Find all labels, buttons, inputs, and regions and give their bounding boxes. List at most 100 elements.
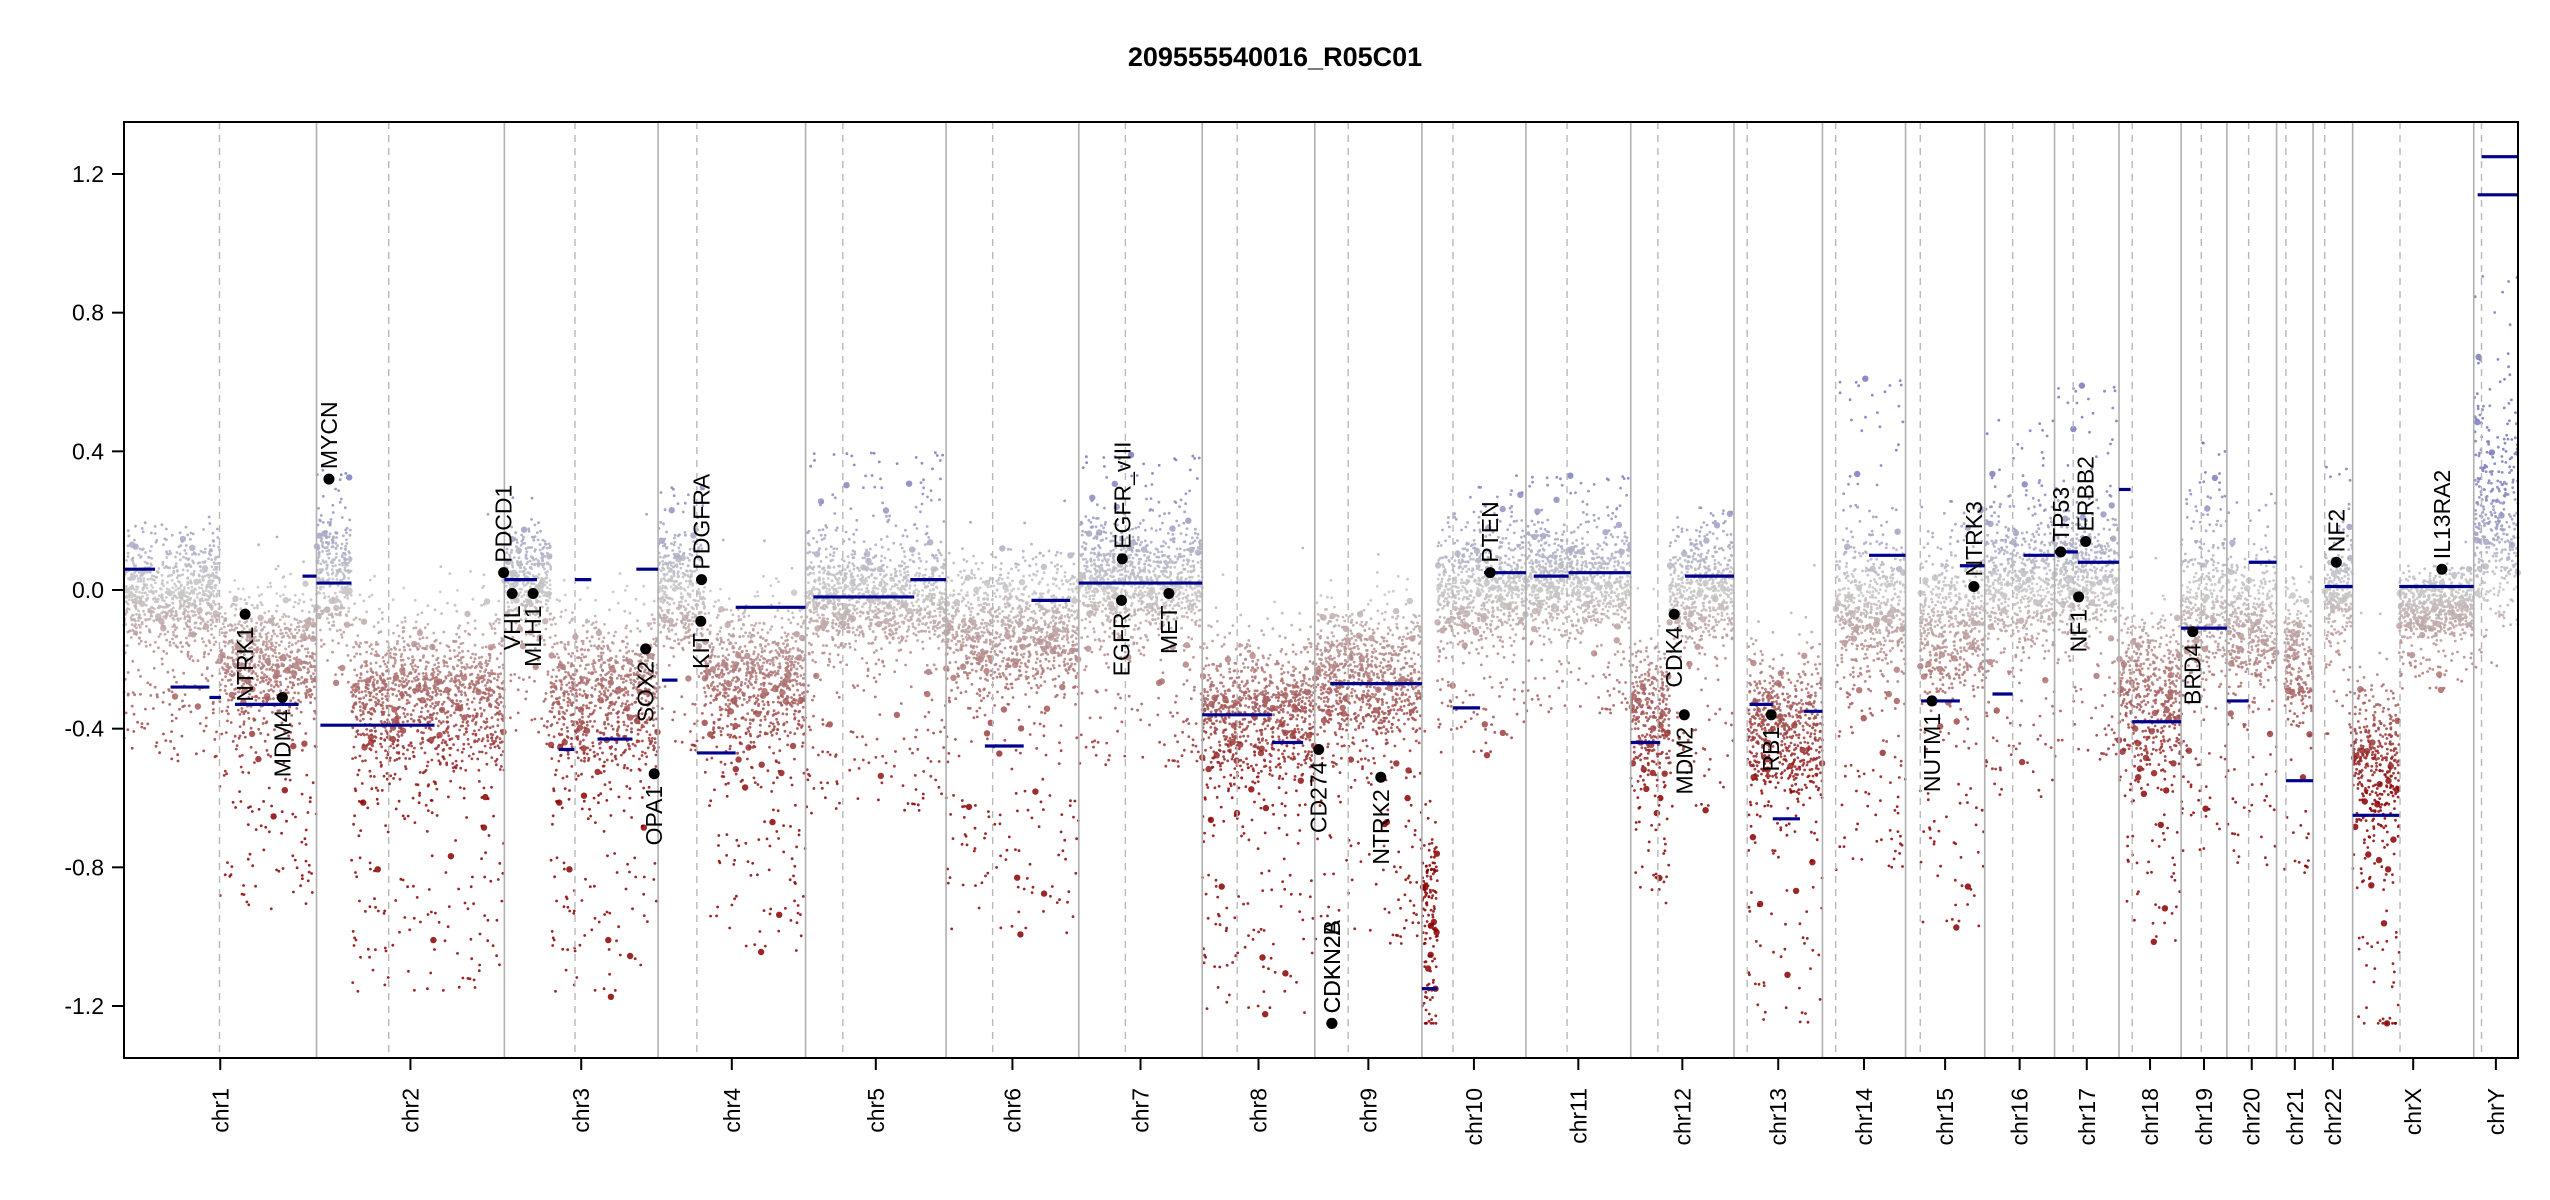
data-point — [169, 615, 172, 618]
data-point — [611, 701, 614, 704]
data-point — [652, 654, 655, 657]
data-point — [331, 651, 334, 654]
data-point — [313, 718, 316, 721]
data-point — [217, 546, 220, 549]
data-point — [321, 550, 324, 553]
data-point — [383, 775, 386, 778]
data-point — [375, 787, 378, 790]
data-point — [422, 654, 425, 657]
data-point — [546, 574, 549, 577]
data-point — [345, 542, 348, 545]
data-point — [627, 662, 630, 665]
data-point — [408, 687, 411, 690]
data-point — [549, 579, 552, 582]
data-point — [265, 697, 268, 700]
data-point — [133, 713, 136, 716]
data-point — [279, 681, 282, 684]
data-point — [258, 709, 261, 712]
data-point — [456, 699, 459, 702]
data-point — [608, 663, 611, 666]
data-point — [445, 687, 448, 690]
data-point — [200, 617, 203, 620]
data-point — [292, 684, 295, 687]
data-point — [224, 645, 227, 648]
data-point — [331, 616, 334, 619]
data-point — [446, 602, 449, 605]
data-point — [371, 707, 374, 710]
data-point — [375, 751, 378, 754]
data-point — [168, 703, 171, 706]
data-point — [181, 705, 184, 708]
data-point — [401, 734, 404, 737]
data-point — [571, 704, 574, 707]
data-point — [272, 669, 275, 672]
data-point — [385, 729, 388, 732]
data-point — [529, 560, 532, 563]
data-point — [377, 789, 380, 792]
data-point — [550, 724, 553, 727]
data-point — [498, 666, 501, 669]
data-point — [130, 636, 133, 639]
data-point — [425, 692, 428, 695]
data-point — [419, 742, 422, 745]
data-point — [578, 706, 584, 712]
data-point — [278, 625, 281, 628]
data-point — [575, 751, 578, 754]
data-point — [360, 714, 363, 717]
data-point — [524, 698, 527, 701]
data-point — [480, 726, 483, 729]
data-point — [421, 707, 424, 710]
data-point — [375, 641, 378, 644]
data-point — [412, 751, 415, 754]
data-point — [235, 608, 238, 611]
data-point — [406, 643, 409, 646]
data-point — [483, 692, 486, 695]
data-point — [283, 659, 286, 662]
data-point — [306, 689, 309, 692]
data-point — [301, 645, 304, 648]
data-point — [396, 758, 399, 761]
data-point — [328, 585, 331, 588]
data-point — [359, 593, 362, 596]
data-point — [325, 536, 328, 539]
data-point — [474, 723, 477, 726]
data-point — [562, 723, 565, 726]
data-point — [313, 666, 316, 669]
data-point — [455, 760, 458, 763]
data-point — [588, 808, 591, 811]
data-point — [270, 907, 273, 910]
data-point — [304, 732, 307, 735]
data-point — [566, 897, 569, 900]
data-point — [272, 622, 275, 625]
data-point — [339, 478, 342, 481]
data-point — [671, 629, 674, 632]
data-point — [386, 652, 389, 655]
data-point — [605, 937, 611, 943]
data-point — [401, 677, 404, 680]
data-point — [412, 709, 415, 712]
data-point — [350, 594, 353, 597]
data-point — [157, 646, 160, 649]
data-point — [369, 905, 372, 908]
data-point — [205, 717, 208, 720]
data-point — [680, 592, 683, 595]
data-point — [489, 705, 492, 708]
data-point — [648, 737, 651, 740]
data-point — [523, 542, 526, 545]
data-point — [341, 543, 344, 546]
data-point — [403, 817, 406, 820]
data-point — [458, 624, 461, 627]
data-point — [270, 684, 273, 687]
data-point — [397, 690, 400, 693]
data-point — [592, 745, 595, 748]
data-point — [528, 530, 531, 533]
data-point — [164, 739, 167, 742]
data-point — [258, 594, 261, 597]
data-point — [421, 690, 424, 693]
data-point — [579, 740, 582, 743]
data-point — [558, 669, 561, 672]
data-point — [318, 519, 321, 522]
data-point — [437, 701, 440, 704]
data-point — [556, 697, 559, 700]
data-point — [438, 689, 441, 692]
